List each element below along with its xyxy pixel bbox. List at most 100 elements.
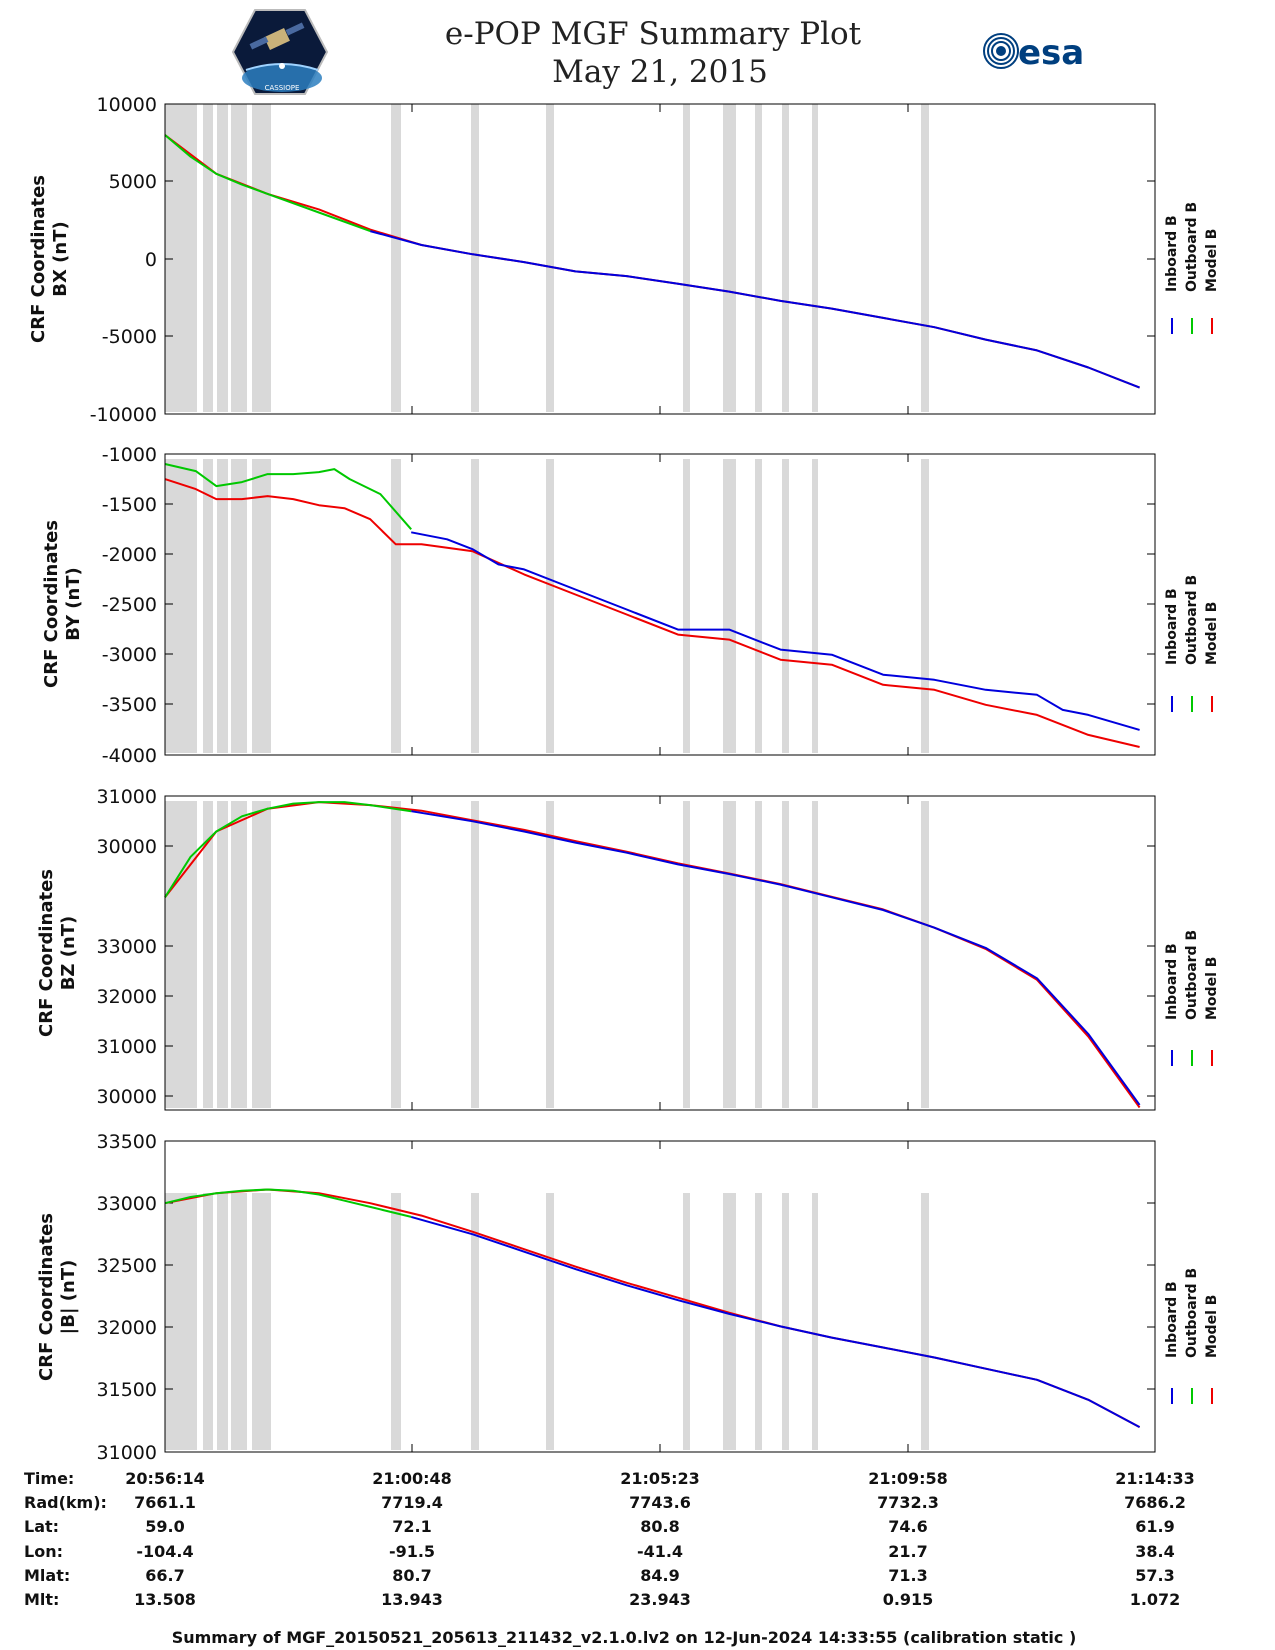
ephemeris-cell: 0.915 xyxy=(883,1590,934,1609)
ephemeris-cell: 13.508 xyxy=(134,1590,196,1609)
ephemeris-cell: 61.9 xyxy=(1135,1517,1174,1536)
ephemeris-row-label: Mlat: xyxy=(24,1566,70,1585)
legend: Inboard B Outboard B Model B xyxy=(1164,202,1220,334)
plot-date: May 21, 2015 xyxy=(552,54,768,90)
ephemeris-cell: 1.072 xyxy=(1130,1590,1181,1609)
data-gap-band xyxy=(755,459,762,753)
series-line-outboard xyxy=(164,801,412,898)
y-axis-label-line2: |B| (nT) xyxy=(58,1260,79,1335)
y-tick-label: 31500 xyxy=(97,1379,157,1401)
footer-summary: Summary of MGF_20150521_205613_211432_v2… xyxy=(172,1628,1077,1647)
y-tick-label: 0 xyxy=(145,249,157,271)
y-tick-label: -4000 xyxy=(102,745,157,767)
data-gap-band xyxy=(217,801,228,1108)
data-gap-band xyxy=(252,1193,271,1450)
data-gap-band xyxy=(391,801,401,1108)
data-gap-band xyxy=(723,1193,736,1450)
y-tick-label: 31000 xyxy=(97,1442,157,1464)
ephemeris-row-label: Time: xyxy=(24,1469,74,1488)
y-tick-label: -3000 xyxy=(102,644,157,666)
legend: Inboard B Outboard B Model B xyxy=(1164,1268,1220,1404)
panel-bz: 31000 30000 33000 32000 31000 30000 CRF Coord… xyxy=(36,786,1220,1111)
data-gap-band xyxy=(921,104,929,412)
series-lines xyxy=(164,134,1140,389)
data-gap-band xyxy=(782,104,789,412)
data-gap-band xyxy=(723,801,736,1108)
ephemeris-cell: -91.5 xyxy=(389,1542,435,1561)
esa-logo-icon: esa xyxy=(983,33,1084,73)
legend-label-inboard: Inboard B xyxy=(1164,1281,1180,1358)
cassiope-logo-text: CASSIOPE xyxy=(265,84,300,92)
legend-label-inboard: Inboard B xyxy=(1164,215,1180,292)
ephemeris-cell: 66.7 xyxy=(145,1566,184,1585)
legend-label-outboard: Outboard B xyxy=(1184,202,1200,292)
data-gap-band xyxy=(471,1193,479,1450)
y-tick-label: 33500 xyxy=(97,1131,157,1153)
data-gap-band xyxy=(165,459,197,753)
data-gap-band xyxy=(231,801,247,1108)
series-line-inboard xyxy=(411,531,1140,731)
data-gap-band xyxy=(217,104,228,412)
y-tick-label: 32000 xyxy=(97,986,157,1008)
data-gap-band xyxy=(165,104,197,412)
ephemeris-cell: 21:05:23 xyxy=(620,1469,700,1488)
y-tick-label: 32500 xyxy=(97,1255,157,1277)
y-axis-label-line2: BZ (nT) xyxy=(58,916,79,991)
data-gap-band xyxy=(546,801,554,1108)
y-tick-label: 5000 xyxy=(109,171,157,193)
data-gap-band xyxy=(165,1193,197,1450)
ephemeris-cell: 7719.4 xyxy=(381,1493,443,1512)
ephemeris-cell: 20:56:14 xyxy=(125,1469,205,1488)
panel-bmag: 33500 33000 32500 32000 31500 31000 CRF Coord… xyxy=(36,1131,1220,1464)
y-axis-label-line1: CRF Coordinates xyxy=(36,1213,57,1381)
ephemeris-cell: 38.4 xyxy=(1135,1542,1174,1561)
ephemeris-cell: 72.1 xyxy=(392,1517,431,1536)
series-line-inboard xyxy=(369,230,1140,389)
y-tick-label: -3500 xyxy=(102,694,157,716)
data-gap-bands xyxy=(165,459,929,753)
x-axis-ticks xyxy=(164,1141,1156,1452)
ephemeris-cell: 23.943 xyxy=(629,1590,691,1609)
ephemeris-row-label: Mlt: xyxy=(24,1590,59,1609)
y-tick-label: 10000 xyxy=(97,94,157,116)
data-gap-band xyxy=(683,801,690,1108)
ephemeris-table: Time: 20:56:14 21:00:48 21:05:23 21:09:58 21:… xyxy=(24,1469,1195,1609)
data-gap-band xyxy=(723,104,736,412)
y-tick-label: 33000 xyxy=(97,1193,157,1215)
legend-label-model: Model B xyxy=(1204,957,1220,1020)
legend-label-inboard: Inboard B xyxy=(1164,943,1180,1020)
data-gap-band xyxy=(471,801,479,1108)
data-gap-band xyxy=(683,104,690,412)
ephemeris-cell: -41.4 xyxy=(637,1542,683,1561)
legend: Inboard B Outboard B Model B xyxy=(1164,930,1220,1066)
data-gap-band xyxy=(921,1193,929,1450)
y-tick-label: -1000 xyxy=(102,444,157,466)
data-gap-band xyxy=(391,1193,401,1450)
data-gap-band xyxy=(231,1193,247,1450)
ephemeris-row-label: Lat: xyxy=(24,1517,59,1536)
x-axis-ticks xyxy=(164,104,1156,414)
data-gap-band xyxy=(252,459,271,753)
y-axis-label-line1: CRF Coordinates xyxy=(28,175,49,343)
y-tick-label: 33000 xyxy=(97,936,157,958)
data-gap-band xyxy=(203,801,213,1108)
data-gap-band xyxy=(723,459,736,753)
ephemeris-cell: -104.4 xyxy=(136,1542,193,1561)
data-gap-band xyxy=(203,1193,213,1450)
series-lines xyxy=(164,1188,1141,1428)
data-gap-band xyxy=(471,104,479,412)
data-gap-band xyxy=(203,459,213,753)
ephemeris-cell: 7661.1 xyxy=(134,1493,196,1512)
panel-bx: 10000 5000 0 -5000 -10000 CRF Coordinates BX… xyxy=(28,94,1220,426)
series-line-model xyxy=(164,478,1140,748)
ephemeris-cell: 21:09:58 xyxy=(868,1469,948,1488)
series-lines xyxy=(164,801,1141,1109)
legend-label-model: Model B xyxy=(1204,229,1220,292)
data-gap-band xyxy=(755,104,762,412)
legend-label-model: Model B xyxy=(1204,1295,1220,1358)
legend: Inboard B Outboard B Model B xyxy=(1164,575,1220,712)
data-gap-band xyxy=(546,104,554,412)
data-gap-band xyxy=(755,801,762,1108)
data-gap-band xyxy=(812,1193,818,1450)
series-line-inboard xyxy=(411,810,1141,1106)
